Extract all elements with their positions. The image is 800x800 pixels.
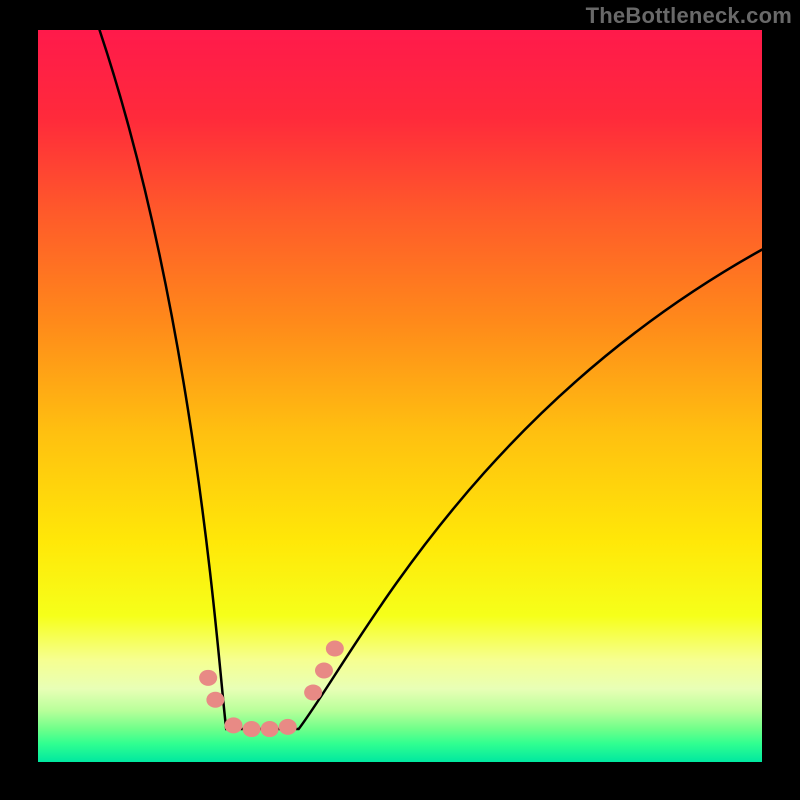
curve-marker xyxy=(304,684,322,700)
curve-marker xyxy=(243,721,261,737)
curve-marker xyxy=(315,663,333,679)
curve-marker xyxy=(261,721,279,737)
chart-svg xyxy=(0,0,800,800)
curve-marker xyxy=(224,717,242,733)
curve-marker xyxy=(279,719,297,735)
attribution-text: TheBottleneck.com xyxy=(586,3,792,29)
chart-background xyxy=(38,30,762,762)
curve-marker xyxy=(206,692,224,708)
curve-marker xyxy=(199,670,217,686)
curve-marker xyxy=(326,641,344,657)
